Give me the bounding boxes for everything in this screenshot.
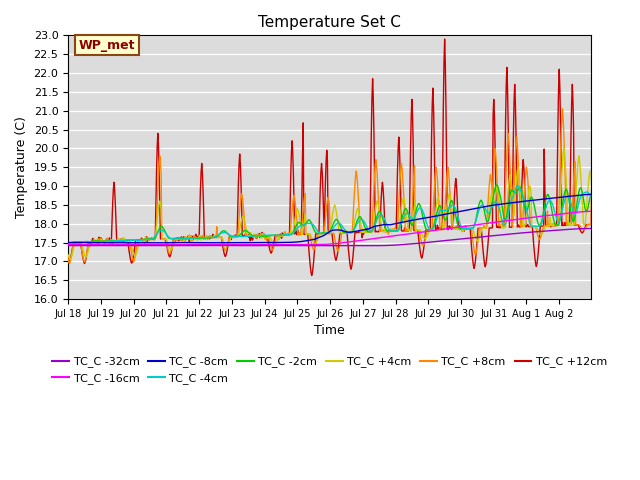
Text: WP_met: WP_met <box>79 38 135 51</box>
Legend: TC_C -32cm, TC_C -16cm, TC_C -8cm, TC_C -4cm, TC_C -2cm, TC_C +4cm, TC_C +8cm, T: TC_C -32cm, TC_C -16cm, TC_C -8cm, TC_C … <box>48 352 611 388</box>
Title: Temperature Set C: Temperature Set C <box>259 15 401 30</box>
Y-axis label: Temperature (C): Temperature (C) <box>15 116 28 218</box>
X-axis label: Time: Time <box>314 324 345 337</box>
